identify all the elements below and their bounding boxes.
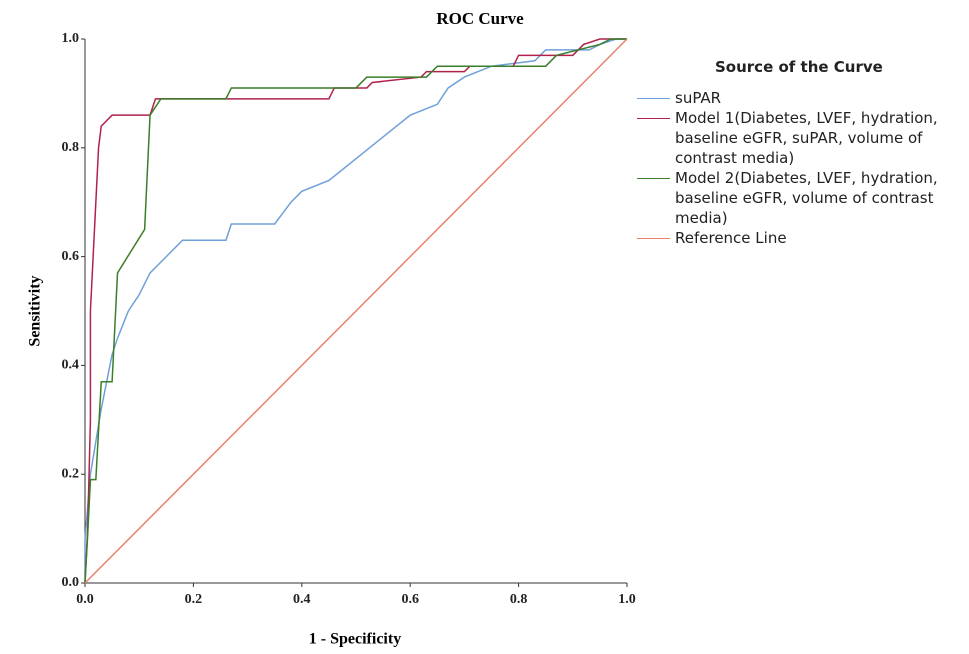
y-tick-label: 1.0 [62,31,80,46]
legend-swatch [637,178,670,179]
x-tick-label: 0.6 [401,592,419,607]
x-tick-label: 0.2 [185,592,203,607]
x-tick-label: 0.0 [76,592,94,607]
y-tick-label: 0.0 [62,575,80,590]
legend-label: Model 2(Diabetes, LVEF, hydration, basel… [675,169,938,227]
y-tick-label: 0.4 [62,358,80,373]
x-tick-label: 0.4 [293,592,311,607]
x-axis-label: 1 - Specificity [309,631,401,648]
roc-line [84,38,627,584]
roc-line [84,38,628,584]
legend-label: suPAR [675,89,722,107]
legend-title: Source of the Curve [715,58,883,76]
y-tick-label: 0.2 [62,466,80,481]
legend-swatch [637,118,670,119]
legend: Source of the Curve suPAR Model 1(Diabete… [637,58,967,248]
x-tick-label: 1.0 [618,592,636,607]
legend-swatch [637,98,670,99]
roc-line [84,38,627,584]
legend-entry: Model 2(Diabetes, LVEF, hydration, basel… [637,168,967,228]
x-tick-label: 0.8 [510,592,528,607]
y-tick-label: 0.8 [62,140,80,155]
legend-entry: suPAR [637,88,967,108]
legend-label: Reference Line [675,229,787,247]
legend-entry: Reference Line [637,228,967,248]
legend-swatch [637,238,670,239]
y-axis-label: Sensitivity [27,275,44,346]
legend-entry: Model 1(Diabetes, LVEF, hydration, basel… [637,108,967,168]
legend-label: Model 1(Diabetes, LVEF, hydration, basel… [675,109,938,167]
roc-line [84,38,627,583]
chart-title: ROC Curve [436,9,524,28]
y-tick-label: 0.6 [62,249,80,264]
